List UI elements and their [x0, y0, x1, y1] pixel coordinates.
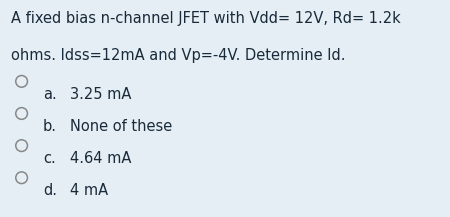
Text: A fixed bias n-channel JFET with Vdd= 12V, Rd= 1.2k: A fixed bias n-channel JFET with Vdd= 12…	[11, 11, 401, 26]
Text: b.: b.	[43, 119, 57, 134]
Text: 4 mA: 4 mA	[70, 183, 108, 198]
Text: ohms. Idss=12mA and Vp=-4V. Determine Id.: ohms. Idss=12mA and Vp=-4V. Determine Id…	[11, 48, 346, 63]
Text: a.: a.	[43, 87, 57, 102]
Text: 3.25 mA: 3.25 mA	[70, 87, 131, 102]
Text: 4.64 mA: 4.64 mA	[70, 151, 131, 166]
Text: d.: d.	[43, 183, 57, 198]
Text: c.: c.	[43, 151, 55, 166]
Text: None of these: None of these	[70, 119, 172, 134]
